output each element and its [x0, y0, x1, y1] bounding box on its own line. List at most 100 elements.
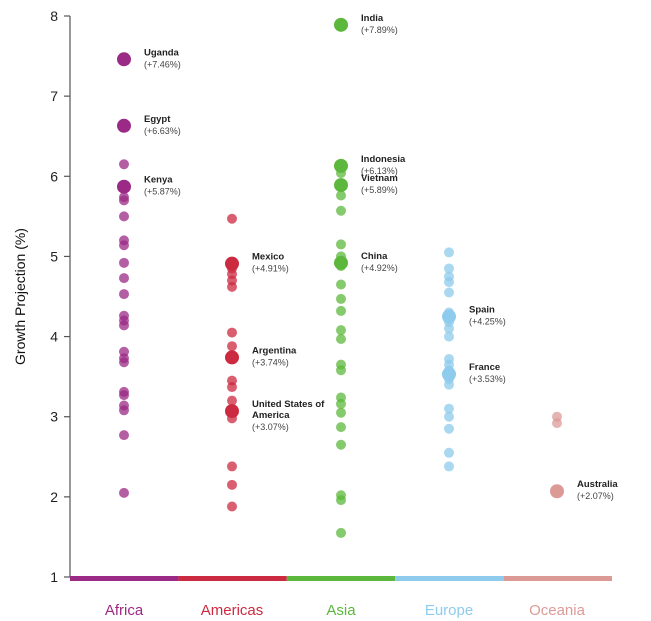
annotation-name: United States of [252, 399, 325, 410]
data-point-africa [119, 430, 129, 441]
annotation-value: (+4.92%) [361, 263, 398, 273]
category-label-asia: Asia [326, 602, 356, 619]
y-tick-label: 2 [50, 489, 58, 505]
highlight-point [334, 255, 348, 270]
data-point-europe [444, 287, 454, 298]
y-tick-label: 3 [50, 409, 58, 425]
data-point-asia [336, 205, 346, 216]
data-point-asia [336, 490, 346, 501]
category-band-europe [395, 576, 504, 581]
data-point-asia [336, 422, 346, 433]
data-point-europe [444, 354, 454, 365]
highlight-point [550, 484, 564, 499]
y-tick-label: 7 [50, 88, 58, 104]
data-point-asia [336, 305, 346, 316]
category-label-africa: Africa [105, 602, 144, 619]
highlight-point [334, 17, 348, 32]
y-axis-title: Growth Projection (%) [12, 228, 28, 365]
data-point-americas [227, 501, 237, 512]
highlight-point [334, 158, 348, 173]
data-point-europe [444, 271, 454, 282]
data-point-europe [444, 331, 454, 342]
data-point-asia [336, 190, 346, 201]
data-point-asia [336, 279, 346, 290]
y-tick-label: 1 [50, 569, 58, 585]
annotation-value: (+7.89%) [361, 25, 398, 35]
data-point-oceania [552, 411, 562, 422]
data-point-africa [119, 310, 129, 321]
category-labels: Africa Americas Asia Europe Oceania [105, 602, 586, 619]
annotation-name: Egypt [144, 114, 171, 125]
data-point-africa [119, 159, 129, 170]
data-point-americas [227, 479, 237, 490]
point-annotations: Uganda(+7.46%) Egypt(+6.63%) Kenya(+5.87%)… [117, 13, 618, 501]
data-point-asia [336, 325, 346, 336]
y-tick-label: 6 [50, 168, 58, 184]
annotation-value: (+5.87%) [144, 187, 181, 197]
annotation-value: (+2.07%) [577, 491, 614, 501]
y-tick-label: 5 [50, 248, 58, 264]
data-point-asia [336, 333, 346, 344]
annotation-name: China [361, 251, 388, 262]
data-point-asia [336, 439, 346, 450]
category-band-oceania [503, 576, 612, 581]
data-point-europe [444, 423, 454, 434]
annotation-value: (+3.53%) [469, 374, 506, 384]
annotation-name: France [469, 362, 500, 373]
y-tick-label: 8 [50, 8, 58, 24]
annotation-value: (+3.74%) [252, 357, 289, 367]
data-point-americas [227, 461, 237, 472]
highlight-point [225, 350, 239, 365]
data-point-americas [227, 395, 237, 406]
data-point-asia [336, 392, 346, 403]
annotation-value: (+6.13%) [361, 166, 398, 176]
category-label-americas: Americas [201, 602, 264, 619]
data-points [119, 19, 562, 538]
data-point-americas [227, 213, 237, 224]
data-point-europe [444, 447, 454, 458]
data-point-africa [119, 192, 129, 203]
category-band-americas [178, 576, 287, 581]
y-axis: 1 2 3 4 5 6 7 8 [50, 8, 71, 585]
annotation-value: (+4.25%) [469, 317, 506, 327]
data-point-asia [336, 359, 346, 370]
category-label-oceania: Oceania [529, 602, 586, 619]
data-point-europe [444, 411, 454, 422]
category-band-asia [286, 576, 396, 581]
y-tick-label: 4 [50, 329, 58, 345]
annotation-name: Uganda [144, 47, 180, 58]
data-point-americas [227, 375, 237, 386]
data-point-asia [336, 239, 346, 250]
category-label-europe: Europe [425, 602, 473, 619]
highlight-point [117, 52, 131, 67]
data-point-africa [119, 487, 129, 498]
data-point-africa [119, 273, 129, 284]
annotation-name: Australia [577, 479, 618, 490]
annotation-value: (+5.89%) [361, 185, 398, 195]
highlight-point [225, 404, 239, 419]
category-band-africa [70, 576, 179, 581]
annotation-value: (+7.46%) [144, 59, 181, 69]
annotation-name: Spain [469, 305, 495, 316]
data-point-africa [119, 211, 129, 222]
data-point-europe [444, 263, 454, 274]
annotation-name: Argentina [252, 345, 297, 356]
data-point-asia [336, 407, 346, 418]
data-point-asia [336, 527, 346, 538]
highlight-point [442, 309, 456, 324]
highlight-point [334, 178, 348, 193]
annotation-name: America [252, 410, 290, 421]
annotation-name: Kenya [144, 175, 173, 186]
annotation-name: Indonesia [361, 154, 406, 165]
data-point-africa [119, 400, 129, 411]
data-point-europe [444, 247, 454, 258]
highlight-point [117, 118, 131, 133]
annotation-value: (+6.63%) [144, 126, 181, 136]
data-point-africa [119, 386, 129, 397]
category-band [70, 576, 612, 581]
annotation-name: Vietnam [361, 173, 398, 184]
data-point-europe [444, 461, 454, 472]
data-point-americas [227, 327, 237, 338]
data-point-europe [444, 403, 454, 414]
